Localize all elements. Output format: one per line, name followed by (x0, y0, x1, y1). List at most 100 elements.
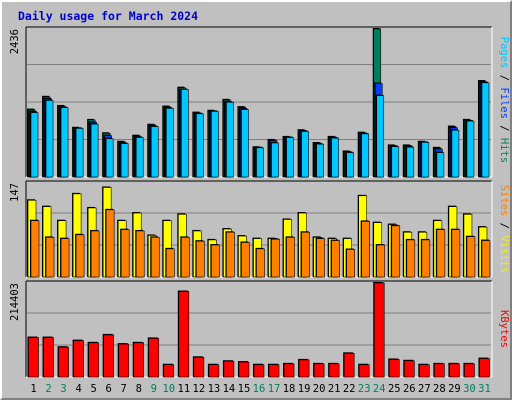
kbytes-bar (358, 364, 370, 378)
kbytes-bar (118, 343, 129, 378)
kbytes-bar (28, 337, 39, 378)
day-label: 30 (463, 383, 476, 395)
pages-bar (436, 152, 445, 178)
kbytes-bar (148, 338, 160, 378)
sites-bar (481, 240, 491, 278)
kbytes-bar (479, 358, 490, 378)
kbytes-bar (449, 363, 460, 378)
pages-bar (165, 108, 174, 178)
sites-bar (45, 237, 55, 278)
day-label: 28 (433, 383, 446, 395)
day-label: 9 (151, 383, 157, 395)
day-label: 22 (343, 383, 356, 395)
pages-bar (105, 138, 114, 178)
sites-bar (436, 229, 446, 278)
kbytes-bar (388, 359, 400, 378)
day-label: 8 (136, 383, 142, 395)
kbytes-bar (58, 346, 69, 378)
day-label: 25 (388, 383, 401, 395)
pages-bar (316, 143, 324, 178)
pages-bar (286, 137, 294, 178)
pages-bar (211, 111, 219, 178)
day-label: 13 (208, 383, 221, 395)
sites-bar (466, 236, 476, 278)
sites-bar (451, 229, 461, 278)
kbytes-bar (73, 340, 84, 378)
day-label: 2 (45, 383, 51, 395)
pages-bar (135, 137, 144, 178)
day-label: 27 (418, 383, 431, 395)
day-label: 26 (403, 383, 416, 395)
day-label: 23 (358, 383, 371, 395)
day-label: 7 (121, 383, 127, 395)
pages-bar (421, 142, 430, 178)
day-label: 1 (30, 383, 36, 395)
pages-bar (45, 100, 54, 178)
day-label: 4 (75, 383, 81, 395)
panel-max-label: 147 (9, 183, 21, 202)
kbytes-bar (253, 364, 265, 378)
day-label: 5 (90, 383, 96, 395)
sites-bar (135, 230, 145, 278)
kbytes-bar (223, 360, 235, 378)
kbytes-bar (163, 364, 175, 378)
sites-bar (226, 231, 235, 278)
sites-bar (211, 244, 220, 278)
day-label: 11 (178, 383, 191, 395)
sites-bar (301, 231, 310, 278)
panel3-legend-part: KBytes (498, 310, 510, 348)
day-label: 18 (283, 383, 296, 395)
sites-bar (165, 248, 175, 278)
sites-bar (286, 237, 295, 278)
kbytes-bar (193, 356, 205, 378)
panel1-legend-part: Hits (498, 138, 510, 163)
pages-bar (406, 146, 415, 178)
panel-max-label: 214403 (9, 283, 21, 321)
sites-bar (331, 240, 340, 278)
pages-bar (120, 143, 129, 178)
pages-bar (391, 146, 400, 178)
sites-bar (241, 242, 250, 278)
day-label: 29 (448, 383, 461, 395)
day-label: 31 (478, 383, 491, 395)
sites-bar (406, 239, 416, 278)
day-label: 10 (162, 383, 175, 395)
sites-bar (60, 238, 70, 278)
pages-bar (466, 120, 475, 178)
pages-bar (60, 107, 69, 178)
sites-bar (105, 209, 115, 278)
panel-max-label: 2436 (9, 29, 21, 54)
day-label: 14 (223, 383, 236, 395)
kbytes-bar (178, 291, 190, 378)
panel1-legend-part: / (498, 68, 510, 87)
sites-bar (256, 248, 265, 278)
kbytes-bar (464, 363, 475, 378)
pages-bar (346, 152, 354, 178)
pages-bar (30, 112, 39, 178)
panel1-legend-part: / (498, 119, 510, 138)
pages-bar (181, 89, 189, 178)
kbytes-bar (313, 363, 325, 378)
day-label: 24 (373, 383, 386, 395)
sites-bar (391, 225, 401, 278)
kbytes-bar (103, 334, 114, 378)
pages-bar (196, 113, 204, 178)
day-label: 16 (253, 383, 266, 395)
sites-bar (271, 238, 280, 278)
kbytes-bar (343, 353, 355, 378)
panel1-legend-part: Files (498, 87, 510, 119)
sites-bar (120, 229, 130, 278)
pages-bar (90, 123, 99, 178)
pages-bar (256, 147, 264, 178)
panel2-legend-part: / (498, 216, 510, 235)
pages-bar (451, 129, 460, 178)
pages-bar (226, 101, 234, 178)
sites-bar (75, 234, 85, 278)
sites-bar (181, 237, 190, 278)
panel3-legend: KBytes (498, 310, 510, 348)
day-label: 19 (298, 383, 311, 395)
kbytes-bar (328, 363, 340, 378)
sites-bar (421, 239, 431, 278)
pages-bar (241, 109, 249, 178)
